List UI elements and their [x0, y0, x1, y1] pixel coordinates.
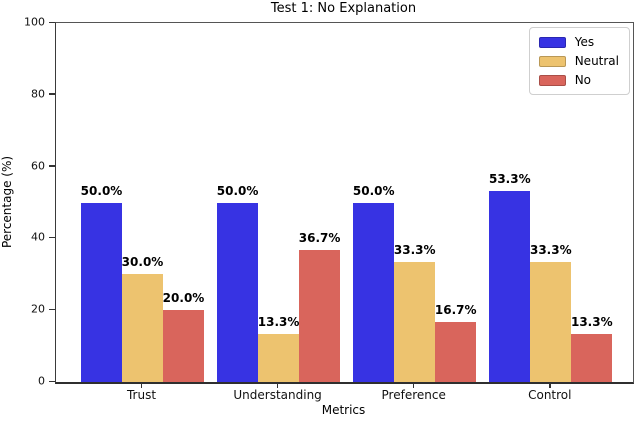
bar-value-label-yes-control: 53.3%	[488, 171, 531, 186]
y-tick-mark-80	[49, 93, 55, 95]
x-tick-label-control: Control	[528, 388, 572, 402]
bar-yes-understanding	[217, 202, 259, 382]
legend-item-neutral: Neutral	[538, 54, 619, 68]
legend-item-no: No	[538, 73, 619, 87]
x-tick-label-understanding: Understanding	[233, 388, 322, 402]
bar-neutral-preference	[394, 262, 436, 382]
legend-item-yes: Yes	[538, 35, 619, 49]
bar-yes-control	[489, 190, 531, 382]
bar-value-label-yes-understanding: 50.0%	[216, 183, 259, 198]
x-tick-label-trust: Trust	[126, 388, 157, 402]
y-axis-label: Percentage (%)	[0, 155, 14, 249]
x-tick-label-preference: Preference	[381, 388, 446, 402]
bar-value-label-neutral-control: 33.3%	[529, 243, 572, 258]
bar-no-understanding	[299, 250, 341, 382]
chart-title: Test 1: No Explanation	[270, 1, 417, 16]
bar-no-control	[571, 334, 613, 382]
bar-no-trust	[163, 310, 204, 382]
legend-label-yes: Yes	[574, 35, 595, 49]
bar-neutral-control	[530, 262, 572, 382]
y-tick-label-40: 40	[31, 230, 45, 244]
bar-value-label-neutral-trust: 30.0%	[121, 255, 164, 270]
legend: Yes Neutral No	[528, 27, 630, 95]
plot-area: 50.0% 30.0% 20.0% 50.0% 13.3% 36.7% 50.0% 33.3%…	[55, 22, 634, 384]
bar-neutral-understanding	[258, 334, 300, 382]
bar-value-label-no-control: 13.3%	[570, 315, 613, 330]
bar-yes-trust	[81, 202, 122, 382]
legend-swatch-no	[538, 74, 566, 86]
y-tick-mark-100	[49, 21, 55, 23]
y-tick-label-80: 80	[31, 87, 45, 101]
y-tick-label-60: 60	[31, 159, 45, 173]
y-tick-label-0: 0	[38, 374, 45, 388]
bar-value-label-neutral-understanding: 13.3%	[257, 315, 300, 330]
bar-value-label-no-trust: 20.0%	[162, 291, 205, 306]
x-tick-mark-control	[549, 383, 551, 388]
bar-yes-preference	[353, 202, 395, 382]
y-tick-mark-60	[49, 165, 55, 167]
x-tick-mark-preference	[412, 383, 415, 388]
y-tick-mark-20	[49, 308, 55, 311]
y-tick-mark-0	[49, 380, 55, 382]
legend-swatch-yes	[538, 36, 566, 48]
x-axis-label: Metrics	[321, 403, 366, 417]
x-tick-mark-understanding	[276, 383, 279, 388]
y-tick-mark-40	[49, 236, 55, 239]
y-tick-label-100: 100	[24, 15, 45, 29]
bar-value-label-no-understanding: 36.7%	[298, 231, 341, 246]
bar-no-preference	[435, 322, 477, 382]
legend-label-no: No	[574, 73, 592, 87]
legend-label-neutral: Neutral	[574, 54, 619, 68]
bar-neutral-trust	[122, 274, 163, 382]
x-tick-mark-trust	[140, 383, 143, 388]
bar-value-label-yes-trust: 50.0%	[80, 183, 123, 198]
legend-swatch-neutral	[538, 55, 566, 67]
bar-value-label-yes-preference: 50.0%	[352, 183, 395, 198]
y-tick-label-20: 20	[31, 302, 45, 316]
bar-value-label-neutral-preference: 33.3%	[393, 243, 436, 258]
bar-value-label-no-preference: 16.7%	[434, 303, 477, 318]
